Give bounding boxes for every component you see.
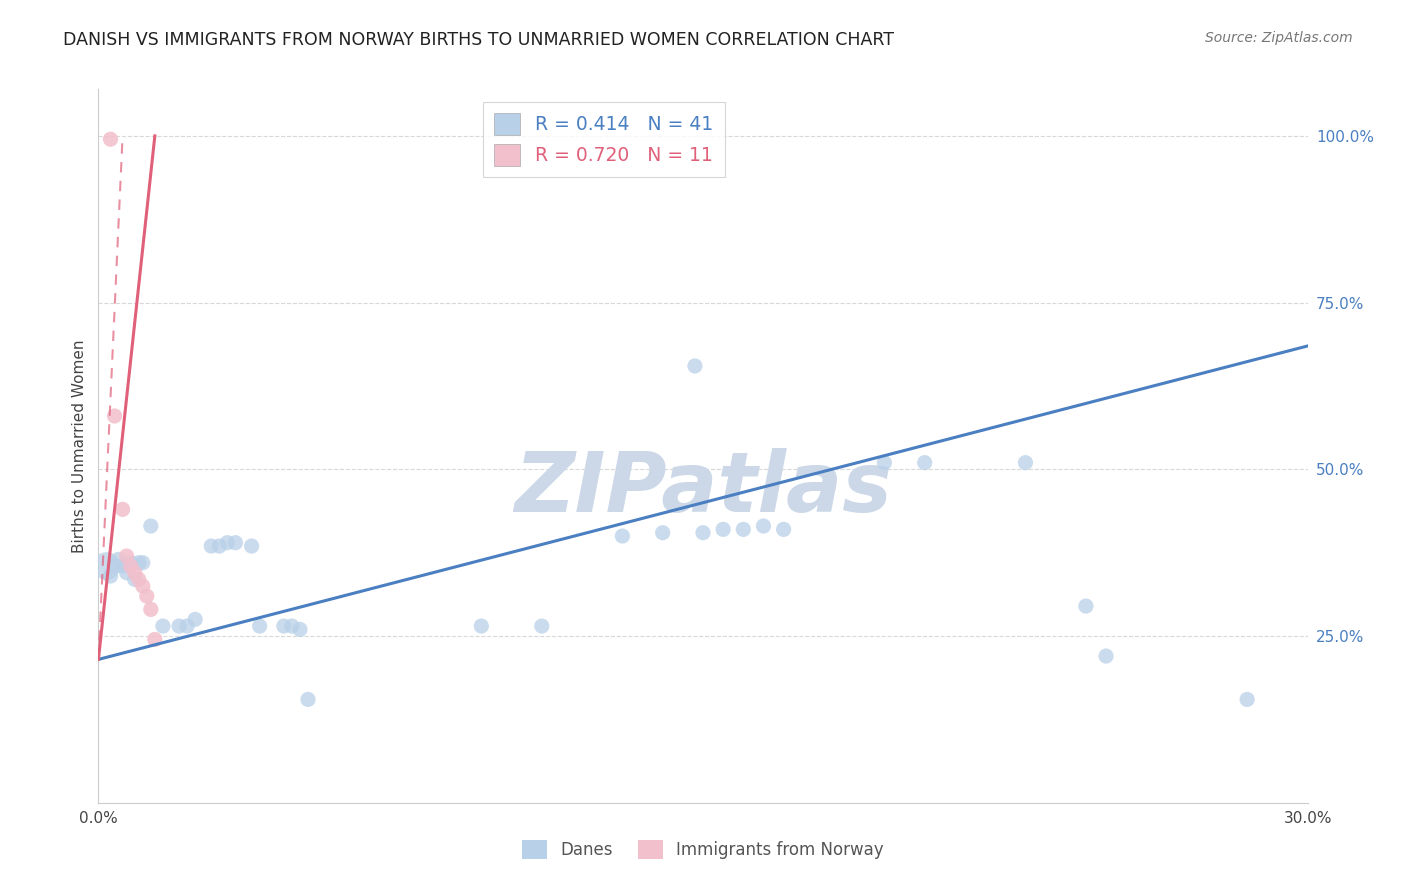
Point xyxy=(132,579,155,593)
Point xyxy=(651,525,673,540)
Point xyxy=(143,632,166,647)
Point xyxy=(249,619,271,633)
Point xyxy=(217,535,239,549)
Point xyxy=(683,359,706,373)
Point xyxy=(139,519,162,533)
Point xyxy=(115,566,138,580)
Point xyxy=(772,522,794,536)
Point xyxy=(120,556,142,570)
Point xyxy=(124,566,146,580)
Text: Source: ZipAtlas.com: Source: ZipAtlas.com xyxy=(1205,31,1353,45)
Point xyxy=(273,619,295,633)
Point xyxy=(873,456,896,470)
Point xyxy=(135,589,157,603)
Point xyxy=(1014,456,1036,470)
Point xyxy=(1095,649,1118,664)
Point xyxy=(470,619,492,633)
Point xyxy=(103,559,125,574)
Text: ZIPatlas: ZIPatlas xyxy=(515,449,891,529)
Point xyxy=(107,552,129,566)
Point xyxy=(200,539,222,553)
Point xyxy=(139,602,162,616)
Point xyxy=(128,573,150,587)
Y-axis label: Births to Unmarried Women: Births to Unmarried Women xyxy=(72,339,87,553)
Point xyxy=(111,502,134,516)
Point xyxy=(167,619,190,633)
Point xyxy=(128,556,150,570)
Point xyxy=(208,539,231,553)
Point xyxy=(752,519,775,533)
Point xyxy=(111,559,134,574)
Point xyxy=(176,619,198,633)
Text: DANISH VS IMMIGRANTS FROM NORWAY BIRTHS TO UNMARRIED WOMEN CORRELATION CHART: DANISH VS IMMIGRANTS FROM NORWAY BIRTHS … xyxy=(63,31,894,49)
Point xyxy=(100,132,122,146)
Point xyxy=(288,623,311,637)
Point xyxy=(612,529,634,543)
Point xyxy=(1074,599,1097,613)
Point xyxy=(530,619,553,633)
Legend: R = 0.414   N = 41, R = 0.720   N = 11: R = 0.414 N = 41, R = 0.720 N = 11 xyxy=(482,103,724,178)
Point xyxy=(132,556,155,570)
Point xyxy=(152,619,174,633)
Point xyxy=(103,409,125,423)
Point xyxy=(692,525,714,540)
Point xyxy=(1236,692,1258,706)
Point xyxy=(96,559,118,574)
Point xyxy=(281,619,304,633)
Point xyxy=(124,573,146,587)
Point xyxy=(297,692,319,706)
Point xyxy=(711,522,734,536)
Point xyxy=(184,612,207,626)
Point xyxy=(240,539,263,553)
Point xyxy=(115,549,138,563)
Point xyxy=(914,456,936,470)
Point xyxy=(120,559,142,574)
Point xyxy=(100,569,122,583)
Point xyxy=(224,535,246,549)
Point xyxy=(733,522,755,536)
